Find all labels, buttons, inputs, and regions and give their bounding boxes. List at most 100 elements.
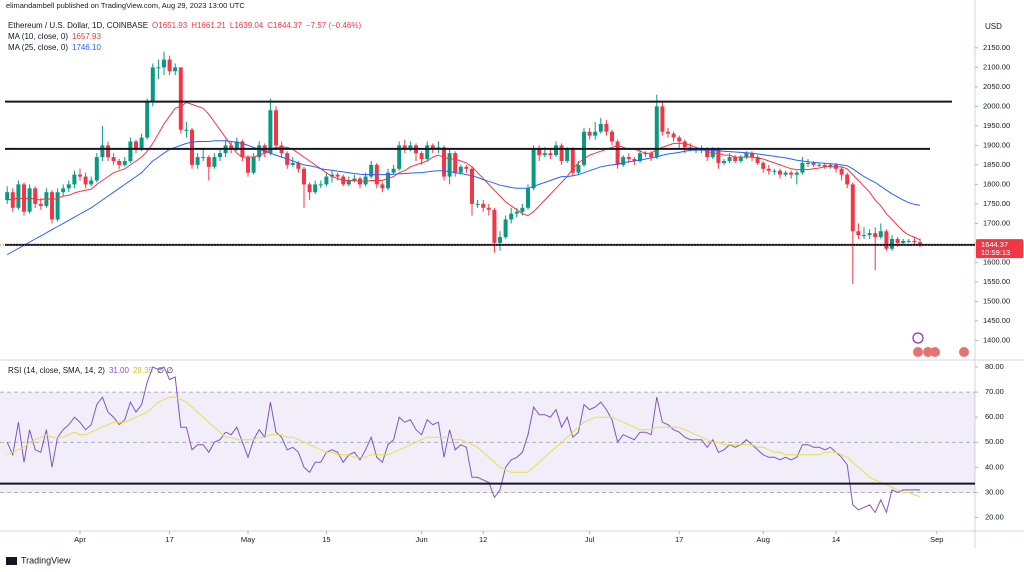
candle-body (134, 141, 138, 150)
candle-body (184, 129, 189, 131)
candle-body (867, 233, 872, 236)
candle-body (117, 160, 122, 165)
x-tick-label: May (241, 535, 255, 544)
candle-body (789, 172, 794, 175)
candle-body (576, 164, 581, 173)
rsi-legend: RSI (14, close, SMA, 14, 2) 31.00 28.35 ∅ ∅ (8, 366, 173, 375)
ohlc-open: O1651.93 (152, 21, 188, 30)
candle-body (638, 153, 642, 161)
candle-body (845, 174, 850, 185)
candle-body (346, 180, 351, 185)
flag-icon (923, 347, 933, 357)
candle-body (453, 153, 458, 173)
candle-body (10, 192, 15, 208)
ohlc-change: −7.57 (−0.46%) (306, 21, 361, 30)
candle-body (55, 192, 60, 220)
brand: TradingView (6, 555, 71, 565)
candle-body (257, 145, 262, 158)
candle-body (89, 180, 94, 185)
ohlc-low: L1639.04 (230, 21, 264, 30)
ma10-legend: MA (10, close, 0) 1657.93 (8, 32, 102, 41)
x-tick-label: 14 (832, 535, 840, 544)
candle-body (526, 188, 530, 208)
candle-body (352, 178, 357, 181)
candle-body (27, 188, 32, 212)
candle-body (666, 131, 670, 134)
y-tick-label: 1950.00 (983, 121, 1010, 130)
candle-body (632, 159, 637, 161)
ohlc-close: C1644.37 (267, 21, 302, 30)
y-tick-label: 1850.00 (983, 160, 1010, 169)
y-tick-label: 1450.00 (983, 316, 1010, 325)
candle-body (839, 168, 844, 175)
x-tick-label: 17 (675, 535, 683, 544)
candle-body (806, 162, 810, 164)
candle-body (778, 170, 782, 175)
candle-body (822, 164, 827, 167)
price-tag-countdown: 10:59:13 (981, 248, 1010, 257)
candle-body (626, 157, 631, 160)
rsi-line (6, 396, 921, 497)
candle-body (458, 166, 463, 173)
candle-body (660, 106, 665, 132)
rsi-tick-label: 40.00 (985, 462, 1004, 471)
y-tick-label: 2000.00 (983, 101, 1010, 110)
y-tick-label: 1500.00 (983, 296, 1010, 305)
candle-body (470, 168, 474, 204)
candle-body (296, 162, 301, 169)
flag-icon (959, 347, 969, 357)
event-icon (912, 332, 924, 344)
candle-body (78, 174, 82, 177)
candle-body (486, 207, 491, 210)
candle-body (128, 141, 133, 161)
candle-body (520, 207, 525, 212)
y-tick-label: 2050.00 (983, 82, 1010, 91)
candle-body (335, 174, 340, 177)
candle-body (50, 192, 54, 220)
rsi-tick-label: 20.00 (985, 512, 1004, 521)
candle-body (464, 166, 469, 169)
ma25-name: MA (25, close, 0) (8, 43, 68, 52)
candle-body (442, 147, 446, 177)
flag-icon (930, 347, 940, 357)
candle-body (38, 203, 43, 206)
candle-body (912, 240, 917, 243)
event-icons (912, 332, 969, 357)
candle-body (727, 157, 732, 161)
candle-body (33, 188, 38, 204)
candle-body (565, 149, 570, 161)
candle-body (811, 162, 816, 165)
candle-body (828, 164, 833, 167)
rsi-tick-label: 60.00 (985, 412, 1004, 421)
rsi-value: 31.00 (109, 366, 130, 375)
candle-body (705, 149, 710, 158)
candle-body (850, 184, 855, 232)
published-note: elimandambell published on TradingView.c… (6, 1, 245, 10)
moving-average-line (6, 140, 921, 256)
candle-body (895, 239, 900, 243)
candle-body (514, 211, 519, 214)
y-tick-label: 1750.00 (983, 199, 1010, 208)
candle-body (598, 123, 603, 132)
candle-body (324, 176, 329, 185)
candle-body (274, 110, 278, 146)
candle-body (94, 157, 99, 181)
candle-body (722, 160, 726, 163)
candle-body (369, 164, 374, 177)
candle-body (206, 157, 211, 167)
candle-body (901, 240, 906, 243)
y-tick-label: 2100.00 (983, 62, 1010, 71)
candle-body (744, 153, 749, 158)
rsi-line (6, 366, 920, 514)
candle-body (548, 153, 553, 156)
candle-body (122, 160, 127, 165)
y-tick-label: 2150.00 (983, 43, 1010, 52)
candle-body (794, 172, 799, 175)
y-tick-label: 1800.00 (983, 179, 1010, 188)
candle-body (397, 145, 402, 169)
candle-body (817, 164, 822, 166)
candle-body (218, 153, 222, 158)
candle-body (302, 168, 306, 185)
